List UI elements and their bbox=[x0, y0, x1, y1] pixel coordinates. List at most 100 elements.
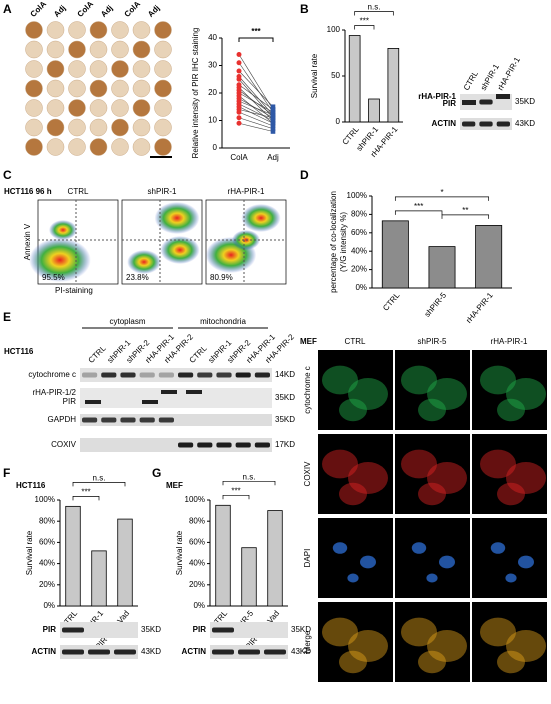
blot-band bbox=[197, 442, 213, 448]
ihc-core bbox=[132, 138, 151, 156]
dot bbox=[270, 123, 276, 129]
micrograph bbox=[318, 602, 393, 682]
ihc-core bbox=[111, 40, 129, 59]
y-tick-label: 60% bbox=[39, 538, 55, 547]
y-tick-label: 60% bbox=[351, 228, 367, 237]
significance-bracket bbox=[72, 496, 100, 501]
blot-band bbox=[496, 94, 510, 99]
blot-strip bbox=[60, 622, 138, 638]
blot-band bbox=[462, 100, 476, 105]
cell-signal bbox=[401, 449, 437, 479]
column-label: shPIR-5 bbox=[418, 337, 447, 346]
blot-band bbox=[120, 417, 136, 423]
tissue-label: ColA bbox=[29, 0, 49, 19]
size-marker: 17KD bbox=[275, 440, 295, 449]
significance-label: n.s. bbox=[243, 472, 256, 481]
micrograph bbox=[472, 350, 547, 430]
cell-signal bbox=[497, 650, 525, 674]
ihc-core bbox=[68, 138, 86, 156]
cell-signal bbox=[426, 573, 438, 583]
bar bbox=[368, 98, 380, 123]
dot bbox=[236, 60, 242, 66]
blot-row-label: GAPDH bbox=[48, 415, 77, 424]
bar bbox=[387, 48, 400, 123]
condition-label: shPIR-1 bbox=[148, 187, 177, 196]
blot-band bbox=[479, 121, 493, 127]
ihc-core bbox=[132, 40, 151, 59]
bar bbox=[428, 246, 456, 289]
cell-signal bbox=[322, 449, 358, 479]
ihc-core bbox=[89, 40, 108, 59]
blot-band bbox=[62, 627, 84, 633]
x-tick-label: shPIR-5 bbox=[423, 290, 449, 318]
significance-bracket bbox=[354, 11, 394, 16]
significance-bracket bbox=[394, 196, 490, 201]
panel-label: F bbox=[3, 466, 10, 480]
bar bbox=[475, 225, 503, 289]
pair-line bbox=[238, 95, 274, 124]
blot-row-label: PIR bbox=[43, 625, 57, 634]
blot-band bbox=[101, 372, 117, 378]
ihc-core bbox=[111, 60, 129, 78]
y-tick-label: 80% bbox=[189, 516, 205, 525]
cell-signal bbox=[411, 542, 427, 554]
cell-signal bbox=[480, 365, 516, 395]
blot-band bbox=[85, 400, 101, 404]
cell-signal bbox=[348, 462, 388, 494]
micrograph bbox=[318, 518, 393, 598]
y-tick-label: 40% bbox=[39, 559, 55, 568]
y-tick-label: 80% bbox=[39, 516, 55, 525]
blot-band bbox=[139, 372, 155, 378]
y-tick-label: 0% bbox=[43, 601, 55, 610]
size-marker: 35KD bbox=[141, 625, 161, 634]
ihc-core bbox=[25, 79, 43, 98]
ihc-core bbox=[46, 99, 65, 117]
bar bbox=[215, 504, 231, 607]
y-axis-label: (Y/G intensity %) bbox=[339, 212, 348, 272]
cell-signal bbox=[506, 630, 546, 662]
group-label: mitochondria bbox=[200, 317, 246, 326]
cell-signal bbox=[418, 650, 446, 674]
blot-band bbox=[254, 442, 270, 448]
blot-band bbox=[101, 417, 117, 423]
tissue-label: Adj bbox=[52, 3, 67, 18]
blot-row-label: PIR bbox=[443, 99, 457, 108]
ihc-core bbox=[132, 79, 151, 98]
y-tick-label: 20% bbox=[39, 580, 55, 589]
bar bbox=[65, 505, 81, 607]
blot-band bbox=[120, 372, 136, 378]
condition-label: rHA-PIR-1 bbox=[228, 187, 265, 196]
flow-density bbox=[29, 238, 91, 282]
cell-signal bbox=[506, 378, 546, 410]
ihc-core bbox=[111, 21, 129, 39]
blot-band bbox=[62, 649, 84, 655]
x-tick-label: Adj bbox=[267, 153, 279, 162]
significance-label: *** bbox=[81, 487, 90, 496]
group-label: cytoplasm bbox=[109, 317, 145, 326]
blot-band bbox=[139, 417, 155, 423]
x-tick-label: rHA-PIR-1 bbox=[464, 290, 495, 324]
cell-signal bbox=[506, 462, 546, 494]
ihc-core bbox=[46, 40, 65, 59]
micrograph bbox=[395, 602, 470, 682]
micrograph bbox=[395, 518, 470, 598]
flow-density bbox=[49, 220, 77, 240]
y-tick-label: 40% bbox=[351, 246, 367, 255]
panel-label: C bbox=[3, 168, 12, 182]
size-marker: 43KD bbox=[141, 647, 161, 656]
ihc-core bbox=[132, 118, 151, 137]
cell-signal bbox=[332, 542, 348, 554]
pair-line bbox=[238, 100, 274, 116]
ihc-core bbox=[25, 60, 43, 78]
blot-band bbox=[212, 649, 234, 655]
panel-label: D bbox=[300, 168, 309, 182]
micrograph bbox=[395, 434, 470, 514]
blot-band bbox=[186, 390, 202, 394]
significance-bracket bbox=[354, 25, 375, 30]
y-tick-label: 100 bbox=[327, 25, 341, 34]
blot-band bbox=[238, 649, 260, 655]
channel-label: Merge bbox=[303, 630, 312, 653]
significance-bracket bbox=[238, 37, 274, 42]
flow-density bbox=[241, 204, 281, 232]
lane-label: rHA-PIR-1 bbox=[496, 55, 523, 92]
